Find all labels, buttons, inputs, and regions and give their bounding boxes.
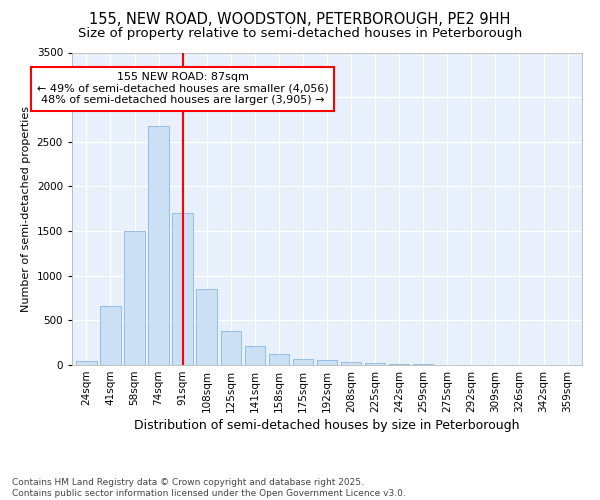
Bar [317, 360, 337, 365]
Bar [76, 360, 97, 365]
Text: 155, NEW ROAD, WOODSTON, PETERBOROUGH, PE2 9HH: 155, NEW ROAD, WOODSTON, PETERBOROUGH, P… [89, 12, 511, 28]
Bar [413, 364, 433, 365]
Text: 155 NEW ROAD: 87sqm
← 49% of semi-detached houses are smaller (4,056)
48% of sem: 155 NEW ROAD: 87sqm ← 49% of semi-detach… [37, 72, 329, 106]
Bar [389, 364, 409, 365]
Bar [196, 289, 217, 365]
Bar [245, 346, 265, 365]
Bar [100, 306, 121, 365]
Bar [221, 331, 241, 365]
Bar [124, 231, 145, 365]
Bar [172, 213, 193, 365]
Bar [269, 354, 289, 365]
Bar [365, 363, 385, 365]
Bar [341, 362, 361, 365]
Y-axis label: Number of semi-detached properties: Number of semi-detached properties [21, 106, 31, 312]
X-axis label: Distribution of semi-detached houses by size in Peterborough: Distribution of semi-detached houses by … [134, 419, 520, 432]
Text: Contains HM Land Registry data © Crown copyright and database right 2025.
Contai: Contains HM Land Registry data © Crown c… [12, 478, 406, 498]
Bar [293, 359, 313, 365]
Text: Size of property relative to semi-detached houses in Peterborough: Size of property relative to semi-detach… [78, 28, 522, 40]
Bar [148, 126, 169, 365]
